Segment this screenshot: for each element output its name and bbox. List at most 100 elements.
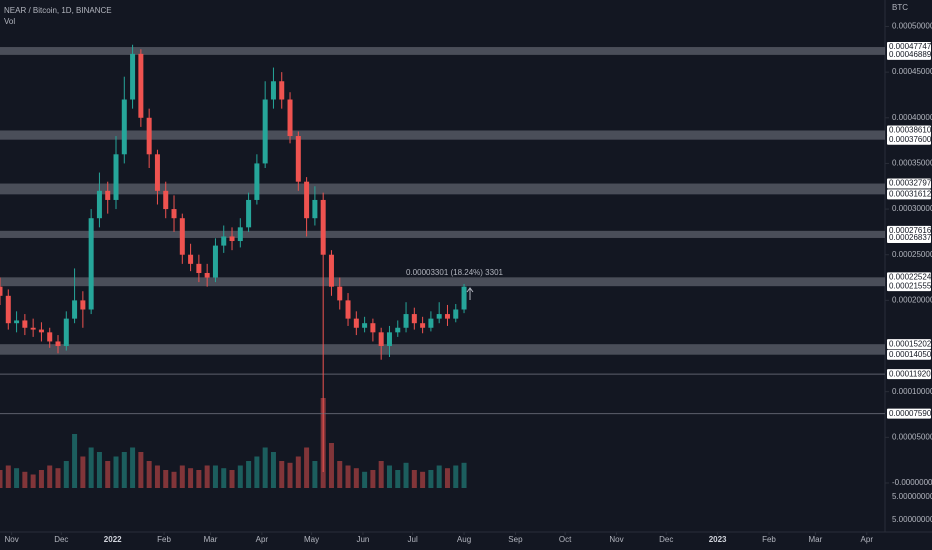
candle-body <box>270 81 276 100</box>
candle-body <box>63 318 69 347</box>
volume-bar <box>22 471 28 488</box>
level-label-box <box>887 134 931 145</box>
volume-bar <box>345 465 351 488</box>
level-label: 0.00038610 <box>889 126 932 135</box>
volume-bar <box>0 470 3 488</box>
level-label: 0.00015202 <box>889 339 932 348</box>
candle-body <box>221 236 227 246</box>
x-tick-label: Dec <box>54 535 68 544</box>
volume-bar <box>420 471 426 488</box>
candle-body <box>436 314 442 319</box>
volume-bar <box>362 471 368 488</box>
level-zone <box>0 277 885 287</box>
candle-body <box>453 309 459 319</box>
y-tick-label: 0.00040000 <box>892 113 932 122</box>
candle-body <box>179 218 185 255</box>
level-label-box <box>887 281 931 292</box>
volume-bar <box>229 470 235 488</box>
candle-body <box>254 163 260 200</box>
level-label-box <box>887 189 931 200</box>
level-label-box <box>887 42 931 53</box>
candle-body <box>0 286 3 296</box>
level-label: 0.00032797 <box>889 179 932 188</box>
level-label-box <box>887 339 931 350</box>
volume-bar <box>312 461 318 488</box>
level-label: 0.00022524 <box>889 272 932 281</box>
candle-body <box>105 190 111 200</box>
x-tick-label: Mar <box>809 535 823 544</box>
candle-body <box>262 99 268 164</box>
volume-bar <box>105 461 111 488</box>
y-tick-label: 0.00050000 <box>892 22 932 31</box>
volume-bar <box>88 447 94 488</box>
level-label: 0.00031612 <box>889 189 932 198</box>
volume-bar <box>386 465 392 488</box>
volume-bar <box>453 465 459 488</box>
volume-bar <box>221 468 227 488</box>
candle-body <box>113 154 119 200</box>
x-tick-label: Nov <box>609 535 623 544</box>
candle-body <box>237 227 243 242</box>
candle-body <box>5 295 11 324</box>
y-tick-label: 0.00030000 <box>892 204 932 213</box>
candle-body <box>304 181 310 219</box>
candle-body <box>80 300 86 310</box>
level-label: 0.00011920 <box>889 369 931 378</box>
volume-bar <box>63 461 69 488</box>
volume-bar <box>30 474 36 488</box>
candle-body <box>370 323 376 333</box>
volume-legend: Vol <box>4 17 15 26</box>
x-tick-label: Feb <box>762 535 776 544</box>
volume-bar <box>378 461 384 488</box>
currency-label: BTC <box>892 3 908 12</box>
volume-bar <box>436 465 442 488</box>
candle-body <box>320 199 326 255</box>
level-label-box <box>887 232 931 243</box>
x-tick-label: Aug <box>457 535 471 544</box>
level-label: 0.00021555 <box>889 281 932 290</box>
x-tick-label: Feb <box>157 535 171 544</box>
candle-body <box>96 190 102 219</box>
x-tick-label: Apr <box>861 535 874 544</box>
volume-bar <box>5 465 11 488</box>
candle-body <box>337 286 343 301</box>
volume-bar <box>38 470 44 488</box>
candle-body <box>461 286 467 310</box>
volume-bar <box>395 470 401 488</box>
candle-body <box>428 318 434 328</box>
volume-bar <box>287 462 293 488</box>
candle-body <box>378 332 384 347</box>
level-label-box <box>887 272 931 283</box>
volume-bar <box>72 434 78 488</box>
volume-bar <box>138 452 144 488</box>
x-tick-label: Jun <box>356 535 369 544</box>
y-tick-label: 0.00020000 <box>892 295 932 304</box>
candle-body <box>212 245 218 278</box>
level-zone <box>0 230 885 238</box>
candle-body <box>72 300 78 319</box>
volume-bar <box>428 470 434 488</box>
volume-bar <box>411 470 417 488</box>
volume-bar <box>96 452 102 488</box>
x-tick-label: Apr <box>256 535 269 544</box>
x-tick-label: Mar <box>204 535 218 544</box>
x-tick-label: Dec <box>659 535 673 544</box>
measure-arrow-head <box>466 287 474 293</box>
volume-bar <box>146 461 152 488</box>
candle-body <box>328 254 334 287</box>
level-zone <box>0 344 885 355</box>
volume-bar <box>14 468 20 488</box>
x-tick-label: 2023 <box>709 535 727 544</box>
candle-body <box>188 254 194 264</box>
candle-body <box>411 314 417 324</box>
y-tick-label: -0.00000000 <box>892 478 932 487</box>
volume-bar <box>295 456 301 488</box>
volume-bar <box>113 456 119 488</box>
candle-body <box>386 332 392 347</box>
candle-body <box>30 327 36 330</box>
volume-scale-label: 5.00000000 <box>892 515 932 524</box>
level-label: 0.00026837 <box>889 233 932 242</box>
level-label-box <box>887 408 931 419</box>
level-label: 0.00047747 <box>889 42 932 51</box>
